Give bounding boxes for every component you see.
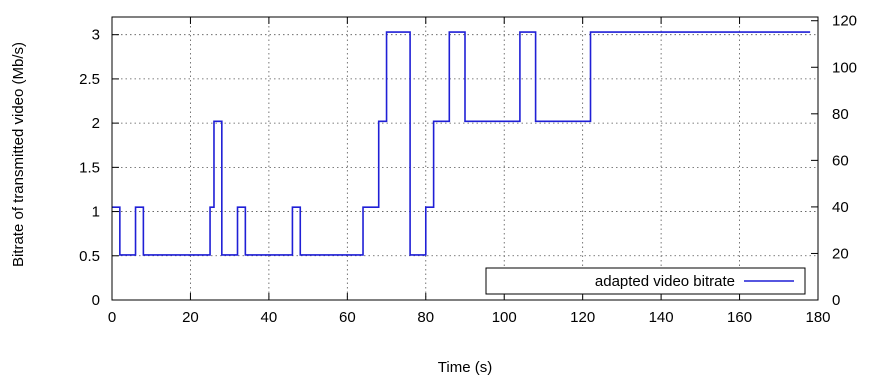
series-lines [112, 31, 811, 256]
y2-tick-label: 0 [832, 292, 840, 309]
y-tick-label: 2.5 [79, 71, 100, 88]
legend: adapted video bitrate [485, 267, 806, 295]
y-tick-label: 3 [92, 27, 100, 44]
x-tick-label: 0 [108, 309, 116, 326]
x-tick-label: 40 [261, 309, 278, 326]
plot-frame [111, 16, 819, 301]
y2-tick-label: 120 [832, 13, 857, 30]
x-tick-label: 80 [417, 309, 434, 326]
grid-lines [112, 17, 818, 300]
x-tick-label: 60 [339, 309, 356, 326]
y2-tick-label: 80 [832, 106, 849, 123]
x-tick-label: 20 [182, 309, 199, 326]
legend-label: adapted video bitrate [595, 273, 735, 290]
x-tick-label: 160 [727, 309, 752, 326]
x-tick-label: 120 [570, 309, 595, 326]
y2-tick-label: 20 [832, 245, 849, 262]
x-axis-label: Time (s) [438, 359, 492, 376]
y-tick-label: 2 [92, 115, 100, 132]
axis-ticks: 0 20 40 60 80 100 120 140 160 18000.511.522.53020… [79, 13, 857, 326]
y-tick-label: 0.5 [79, 248, 100, 265]
x-tick-label: 140 [649, 309, 674, 326]
y-tick-label: 0 [92, 292, 100, 309]
y-axis-label: Bitrate of transmitted video (Mb/s) [10, 42, 27, 267]
y2-tick-label: 60 [832, 152, 849, 169]
series-line [112, 31, 811, 256]
y2-tick-label: 100 [832, 59, 857, 76]
x-tick-label: 180 [805, 309, 830, 326]
y-tick-label: 1.5 [79, 159, 100, 176]
y-tick-label: 1 [92, 204, 100, 221]
y2-tick-label: 40 [832, 199, 849, 216]
x-tick-label: 100 [492, 309, 517, 326]
